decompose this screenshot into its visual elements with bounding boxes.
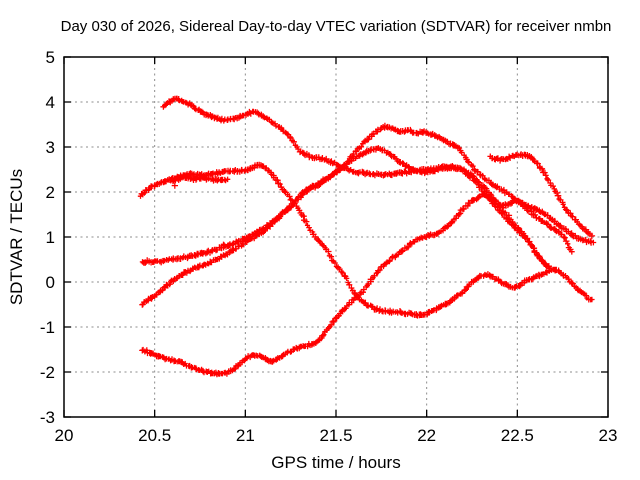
series-track-5 (139, 190, 597, 378)
x-tick-label: 22 (417, 426, 436, 445)
data-series-group (137, 95, 597, 378)
chart-title: Day 030 of 2026, Sidereal Day-to-day VTE… (61, 18, 612, 35)
y-tick-label: 3 (46, 138, 55, 157)
x-axis-label: GPS time / hours (271, 453, 400, 472)
series-track-6 (170, 173, 231, 185)
x-tick-label: 20.5 (138, 426, 171, 445)
series-stray-points (171, 182, 227, 248)
series-track-4 (139, 145, 552, 308)
y-tick-label: 4 (46, 93, 55, 112)
x-tick-label: 20 (55, 426, 74, 445)
y-tick-label: 5 (46, 48, 55, 67)
y-tick-label: 0 (46, 273, 55, 292)
series-track-2 (137, 161, 595, 319)
y-tick-labels: -3 -2 -1 0 1 2 3 4 5 (40, 48, 55, 427)
plot-frame (63, 56, 609, 418)
x-tick-label: 21 (236, 426, 255, 445)
y-axis-label: SDTVAR / TECUs (7, 169, 26, 305)
series-track-3 (139, 122, 575, 266)
y-tick-label: -2 (40, 363, 55, 382)
y-tick-label: -1 (40, 318, 55, 337)
x-tick-label: 22.5 (501, 426, 534, 445)
x-tick-labels: 20 20.5 21 21.5 22 22.5 23 (55, 426, 618, 445)
series-track-7 (487, 151, 596, 240)
y-tick-label: -3 (40, 408, 55, 427)
y-tick-label: 2 (46, 183, 55, 202)
x-tick-label: 21.5 (319, 426, 352, 445)
x-tick-label: 23 (599, 426, 618, 445)
y-tick-label: 1 (46, 228, 55, 247)
